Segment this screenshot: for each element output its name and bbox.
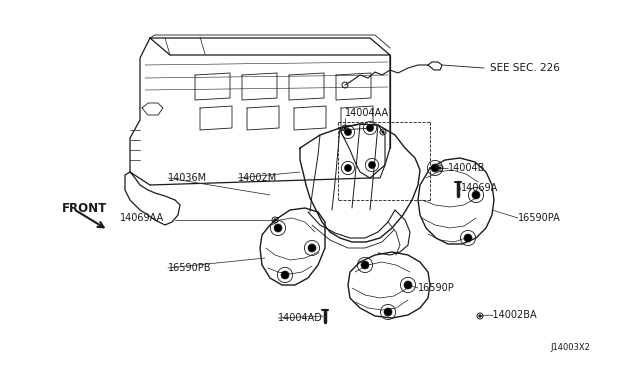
Circle shape <box>404 281 412 289</box>
Circle shape <box>439 167 441 169</box>
Text: 14004AA: 14004AA <box>345 108 389 118</box>
Text: 16590PB: 16590PB <box>168 263 211 273</box>
Text: -14002BA: -14002BA <box>490 310 538 320</box>
Circle shape <box>274 224 282 232</box>
Circle shape <box>344 128 351 135</box>
Circle shape <box>464 234 472 242</box>
Text: 14004B: 14004B <box>448 163 485 173</box>
Text: 14069AA: 14069AA <box>120 213 164 223</box>
Circle shape <box>308 244 316 252</box>
Circle shape <box>367 125 374 131</box>
Circle shape <box>384 308 392 316</box>
Circle shape <box>281 271 289 279</box>
Circle shape <box>369 161 376 169</box>
Circle shape <box>361 261 369 269</box>
Circle shape <box>382 131 384 133</box>
Text: 14069A: 14069A <box>461 183 499 193</box>
Circle shape <box>344 164 351 171</box>
Text: 14004AD: 14004AD <box>278 313 323 323</box>
Circle shape <box>274 219 276 221</box>
Text: FRONT: FRONT <box>62 202 108 215</box>
Text: 16590P: 16590P <box>418 283 455 293</box>
Circle shape <box>431 164 439 172</box>
Text: 14036M: 14036M <box>168 173 207 183</box>
Circle shape <box>344 127 346 129</box>
Circle shape <box>479 315 481 317</box>
Text: 16590PA: 16590PA <box>518 213 561 223</box>
Text: SEE SEC. 226: SEE SEC. 226 <box>490 63 560 73</box>
Text: J14003X2: J14003X2 <box>550 343 590 353</box>
Circle shape <box>472 191 480 199</box>
Text: 14002M: 14002M <box>238 173 277 183</box>
